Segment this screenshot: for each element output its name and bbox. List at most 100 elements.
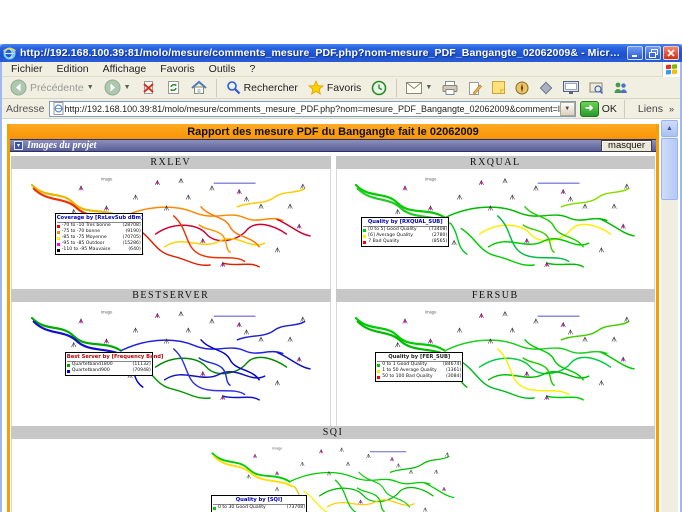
menu-fichier[interactable]: Fichier — [11, 63, 43, 75]
refresh-button[interactable] — [162, 79, 185, 96]
legend-label: -75 to -70 bonne — [61, 229, 101, 234]
links-label[interactable]: Liens — [637, 102, 663, 115]
address-bar: Adresse ▼ ➜ OK Liens » — [2, 99, 680, 119]
web-page: Rapport des mesure PDF du Bangangte fait… — [7, 124, 659, 512]
legend-box: Best Server by [Frequency Band] Quartetba… — [64, 352, 163, 376]
scroll-up-button[interactable]: ▲ — [661, 120, 678, 137]
edit-button[interactable] — [464, 80, 486, 96]
book-icon — [589, 82, 604, 94]
star-icon — [307, 80, 324, 95]
history-button[interactable] — [367, 79, 391, 97]
legend-label: 0 to 30 Good Quality — [218, 505, 266, 510]
back-dropdown-icon[interactable]: ▼ — [86, 84, 94, 91]
legend-bullet — [66, 363, 70, 367]
map-header-row: RXLEV RXQUAL — [10, 156, 656, 169]
legend-row: [0 to 5] Good Quality (73408) — [363, 227, 447, 233]
home-button[interactable] — [187, 79, 211, 96]
research-button[interactable] — [585, 80, 607, 96]
restore-button[interactable] — [645, 46, 661, 60]
map-image: Image Coverage by [RxLevSub dBm] -70 to -1… — [21, 169, 321, 289]
forward-button[interactable]: ▼ — [100, 78, 135, 97]
favorites-button[interactable]: Favoris — [304, 79, 365, 96]
hide-button[interactable]: masquer — [601, 139, 652, 152]
tools-diamond-button[interactable] — [535, 80, 557, 96]
legend-row: -85 to -75 Moyenne (70705) — [56, 235, 141, 241]
legend-bullet — [56, 230, 60, 234]
legend-bullet — [56, 224, 60, 228]
back-icon — [10, 79, 27, 96]
mail-button[interactable]: ▼ — [402, 81, 436, 95]
menu-affichage[interactable]: Affichage — [102, 63, 147, 75]
go-button[interactable]: ➜ OK — [579, 100, 617, 117]
windows-logo-icon — [662, 61, 680, 77]
vertical-scrollbar[interactable]: ▲ — [661, 120, 678, 512]
close-button[interactable] — [663, 46, 679, 60]
legend-row: Quartetband1800 (11132) — [66, 362, 151, 368]
forward-dropdown-icon[interactable]: ▼ — [123, 84, 131, 91]
map-image-label: Image — [425, 176, 437, 181]
legend-count: (73708) — [286, 505, 305, 510]
scrollbar-thumb[interactable] — [661, 138, 678, 200]
print-button[interactable] — [438, 80, 462, 96]
menu-edition[interactable]: Edition — [56, 63, 89, 75]
menu-aide[interactable]: ? — [249, 63, 256, 75]
stop-button[interactable] — [137, 79, 160, 96]
menu-favoris[interactable]: Favoris — [160, 63, 195, 75]
legend-bullet — [363, 228, 367, 232]
minimize-button[interactable] — [627, 46, 643, 60]
legend-count: (3084) — [445, 374, 462, 379]
home-icon — [190, 80, 207, 94]
legend-label: 0 to 1 Good Quality — [382, 362, 428, 367]
legend-count: (1361) — [445, 368, 462, 373]
print-icon — [442, 80, 458, 95]
search-label: Rechercher — [243, 81, 298, 94]
legend-row: 50 to 100 Bad Quality (3084) — [377, 374, 461, 380]
section-header-bar: ▾ Images du projet masquer — [10, 139, 656, 152]
notes-button[interactable] — [488, 80, 509, 95]
legend-count: (70948) — [132, 368, 151, 373]
map-section-title-rxlev: RXLEV — [11, 156, 331, 169]
legend-box: Quality by [SQI] 0 to 30 Good Quality (737… — [211, 495, 307, 512]
legend-bullet — [213, 506, 216, 510]
map-image: Image Quality by [SQI] 0 to 30 Good Qualit… — [203, 439, 463, 512]
legend-row: -70 to -10 Tres bonne (28708) — [56, 223, 141, 229]
map-image-label: Image — [425, 309, 437, 314]
favorites-label: Favoris — [326, 81, 362, 94]
search-button[interactable]: Rechercher — [222, 79, 302, 96]
map-panel-rxlev: Image Coverage by [RxLevSub dBm] -70 to -1… — [11, 169, 331, 289]
legend-label: [0 to 5] Good Quality — [368, 227, 417, 232]
map-image: Image Quality by [FER_SUB] 0 to 1 Good Qua… — [345, 302, 645, 426]
legend-count: (11132) — [132, 362, 151, 367]
legend-title: Quality by [SQI] — [213, 497, 305, 505]
measurement-map-svg: Image — [30, 176, 311, 268]
mail-dropdown-icon[interactable]: ▼ — [425, 84, 433, 91]
address-field[interactable]: ▼ — [48, 100, 576, 117]
legend-row: 0 to 1 Good Quality (84674) — [377, 362, 461, 368]
toolbar: Précédente ▼ ▼ — [2, 77, 680, 99]
compass-button[interactable] — [511, 80, 533, 96]
legend-row: 0 to 30 Good Quality (73708) — [213, 505, 305, 511]
legend-label: 7 Bad Quality — [368, 239, 400, 244]
map-header-row: BESTSERVER FERSUB — [10, 289, 656, 302]
map-row: Image Coverage by [RxLevSub dBm] -70 to -1… — [10, 169, 656, 289]
messenger-button[interactable] — [609, 80, 632, 95]
map-section-title-fersub: FERSUB — [335, 289, 655, 302]
legend-label: -85 to -75 Moyenne — [61, 235, 107, 240]
legend-label: Quartetband1800 — [71, 362, 113, 367]
legend-row: [6] Average Quality (2780) — [363, 233, 447, 239]
legend-count: (9190) — [125, 229, 141, 234]
fullscreen-button[interactable] — [559, 80, 583, 95]
legend-count: (28708) — [122, 223, 141, 228]
url-input[interactable] — [64, 101, 560, 116]
address-label: Adresse — [6, 102, 45, 115]
menu-outils[interactable]: Outils — [208, 63, 236, 75]
stop-icon — [142, 81, 154, 94]
go-label: OK — [601, 102, 617, 115]
back-button[interactable]: Précédente ▼ — [6, 78, 98, 97]
legend-bullet — [363, 240, 367, 244]
go-arrow-icon: ➜ — [579, 100, 599, 117]
address-dropdown-button[interactable]: ▼ — [559, 101, 575, 116]
title-bar[interactable]: http://192.168.100.39:81/molo/mesure/com… — [0, 44, 682, 62]
links-overflow-icon[interactable]: » — [668, 103, 674, 114]
collapse-icon[interactable]: ▾ — [14, 141, 23, 150]
